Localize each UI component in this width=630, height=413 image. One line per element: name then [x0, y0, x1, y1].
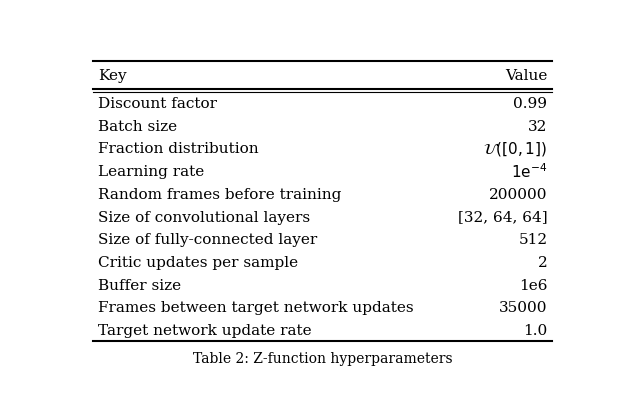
Text: $\mathcal{U}([0,1])$: $\mathcal{U}([0,1])$ [483, 140, 547, 158]
Text: Random frames before training: Random frames before training [98, 188, 341, 202]
Text: 200000: 200000 [489, 188, 547, 202]
Text: Fraction distribution: Fraction distribution [98, 142, 259, 156]
Text: $1\mathrm{e}^{-4}$: $1\mathrm{e}^{-4}$ [511, 162, 547, 181]
Text: Size of fully-connected layer: Size of fully-connected layer [98, 233, 318, 247]
Text: Value: Value [505, 69, 547, 83]
Text: 35000: 35000 [499, 301, 547, 315]
Text: 1e6: 1e6 [519, 278, 547, 292]
Text: 512: 512 [518, 233, 547, 247]
Text: Frames between target network updates: Frames between target network updates [98, 301, 414, 315]
Text: Table 2: Z-function hyperparameters: Table 2: Z-function hyperparameters [193, 351, 453, 365]
Text: 0.99: 0.99 [513, 97, 547, 111]
Text: Batch size: Batch size [98, 119, 178, 133]
Text: Size of convolutional layers: Size of convolutional layers [98, 210, 311, 224]
Text: Buffer size: Buffer size [98, 278, 181, 292]
Text: [32, 64, 64]: [32, 64, 64] [458, 210, 547, 224]
Text: Target network update rate: Target network update rate [98, 323, 312, 337]
Text: Key: Key [98, 69, 127, 83]
Text: 32: 32 [528, 119, 547, 133]
Text: 2: 2 [538, 255, 547, 269]
Text: Discount factor: Discount factor [98, 97, 217, 111]
Text: 1.0: 1.0 [524, 323, 547, 337]
Text: Learning rate: Learning rate [98, 165, 205, 179]
Text: Critic updates per sample: Critic updates per sample [98, 255, 299, 269]
